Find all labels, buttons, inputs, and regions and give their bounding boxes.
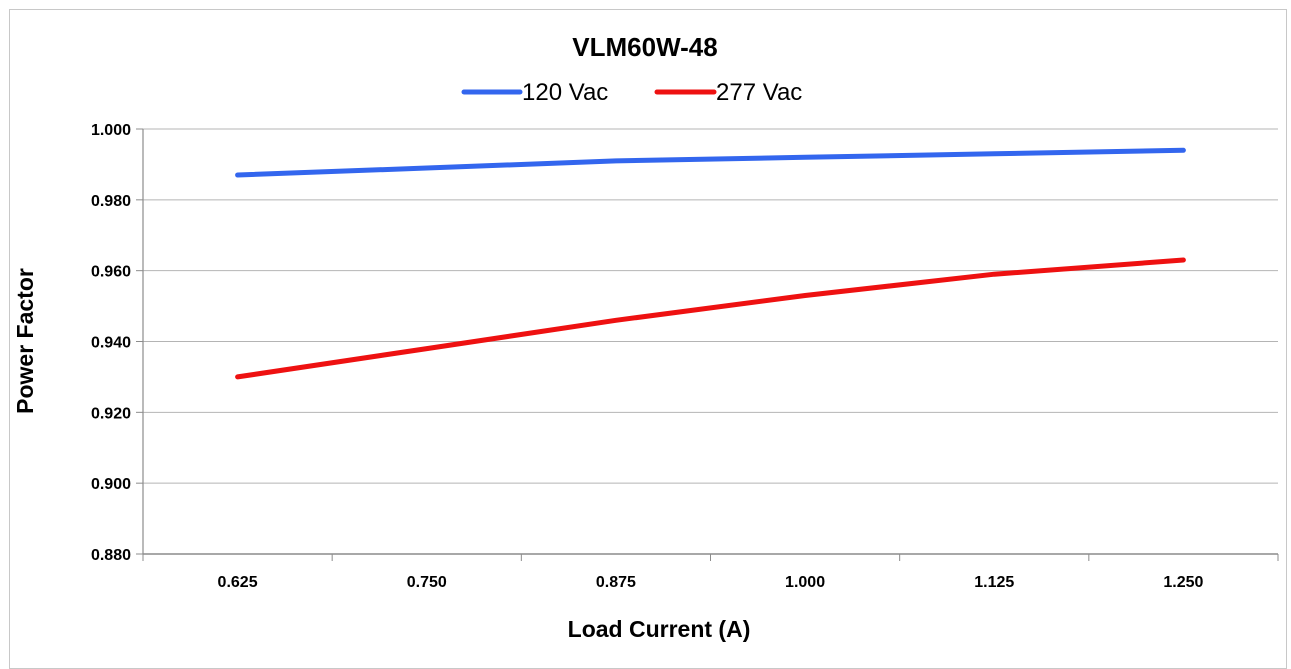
y-axis-ticks: 0.880 0.900 0.920 0.940 0.960 0.980 1.000 — [91, 122, 131, 564]
x-tick-label: 0.625 — [218, 574, 258, 591]
x-axis-ticks: 0.625 0.750 0.875 1.000 1.125 1.250 — [218, 574, 1204, 591]
y-tick-label: 0.880 — [91, 547, 131, 564]
y-tick-label: 0.960 — [91, 264, 131, 281]
x-tick-label: 1.125 — [974, 574, 1014, 591]
y-tick-label: 0.920 — [91, 405, 131, 422]
line-chart: VLM60W-48 120 Vac 277 Vac 0.880 0.900 0.920… — [12, 32, 1279, 642]
y-tick-label: 0.940 — [91, 335, 131, 352]
x-axis-title: Load Current (A) — [568, 616, 751, 642]
y-tick-label: 1.000 — [91, 122, 131, 139]
legend-label-277-vac: 277 Vac — [716, 79, 802, 106]
chart-title: VLM60W-48 — [572, 32, 717, 62]
x-tick-label: 1.250 — [1163, 574, 1203, 591]
legend-label-120-vac: 120 Vac — [522, 79, 608, 106]
x-tick-label: 0.875 — [596, 574, 636, 591]
y-axis-title: Power Factor — [12, 268, 38, 414]
y-tick-label: 0.980 — [91, 193, 131, 210]
legend: 120 Vac 277 Vac — [461, 79, 802, 106]
x-tick-label: 1.000 — [785, 574, 825, 591]
series-line-120-vac — [235, 147, 1186, 178]
series-line-277-vac — [235, 257, 1186, 380]
series-lines — [235, 147, 1186, 380]
y-tick-label: 0.900 — [91, 476, 131, 493]
chart-frame — [9, 9, 1287, 669]
x-tick-label: 0.750 — [407, 574, 447, 591]
gridlines — [136, 128, 1279, 561]
